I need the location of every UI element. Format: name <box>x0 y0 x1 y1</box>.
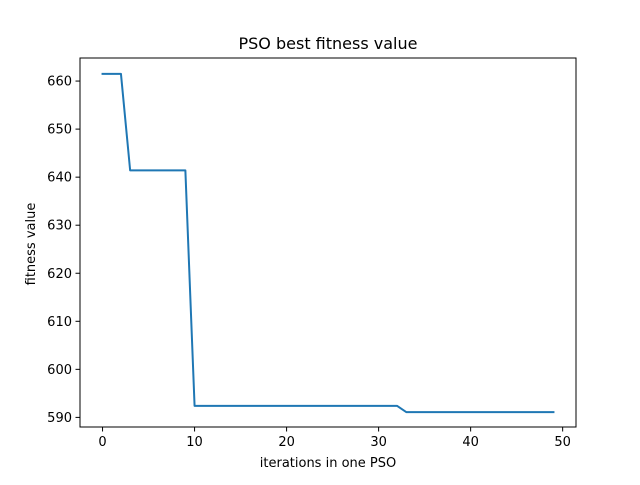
x-tick-label: 50 <box>554 435 571 450</box>
y-tick-label: 620 <box>47 267 72 282</box>
x-tick-label: 0 <box>98 435 106 450</box>
x-axis-label: iterations in one PSO <box>260 456 396 471</box>
y-axis-label: fitness value <box>24 203 39 286</box>
y-tick-label: 610 <box>47 315 72 330</box>
plot-frame <box>79 57 577 428</box>
x-tick-label: 10 <box>186 435 203 450</box>
y-tick-label: 600 <box>47 363 72 378</box>
x-tick-label: 20 <box>278 435 295 450</box>
y-tick-label: 590 <box>47 411 72 426</box>
series-line-0 <box>101 72 555 414</box>
x-tick-label: 40 <box>462 435 479 450</box>
y-tick-label: 660 <box>47 75 72 90</box>
y-tick-label: 640 <box>47 171 72 186</box>
x-tick-label: 30 <box>370 435 387 450</box>
plot-area: 0 10 20 30 40 50 590 600 610 620 630 640 650 660 <box>47 57 577 450</box>
y-tick-label: 650 <box>47 123 72 138</box>
chart-title: PSO best fitness value <box>239 34 418 53</box>
y-tick-label: 630 <box>47 219 72 234</box>
